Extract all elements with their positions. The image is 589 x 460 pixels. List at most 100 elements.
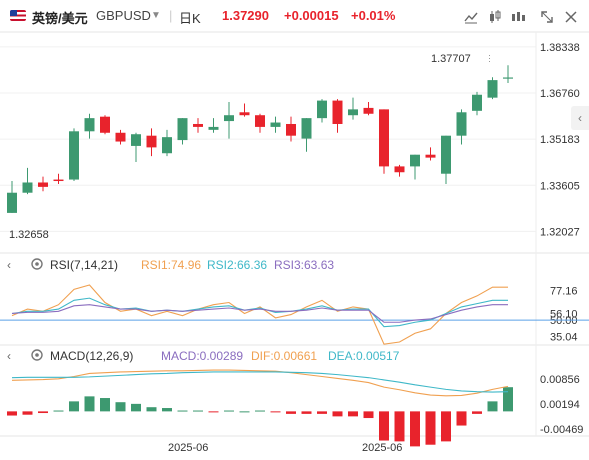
candle [69, 131, 79, 180]
rsi-header: ‹ RSI(7,14,21) RSI1:74.96 RSI2:66.36 RSI… [7, 258, 334, 272]
price-change-percent: +0.01% [351, 8, 396, 23]
macd-bar [503, 387, 513, 412]
macd-bar [100, 398, 110, 412]
macd-bar [22, 411, 33, 415]
instrument-symbol[interactable]: GBPUSD [96, 8, 151, 23]
rsi-tick-label: 56.10 [550, 308, 578, 320]
settings-icon[interactable] [31, 349, 43, 361]
macd-bar [394, 411, 405, 442]
macd-bar [69, 401, 79, 412]
rsi1-legend: RSI1:74.96 [141, 258, 201, 272]
dea-line [11, 371, 509, 393]
macd-bar [7, 411, 17, 416]
dea-legend: DEA:0.00517 [328, 349, 400, 363]
candle [53, 179, 64, 182]
candle [487, 80, 498, 98]
candle [425, 154, 436, 158]
caret-down-icon[interactable]: ▼ [151, 10, 161, 21]
macd-bar [38, 411, 48, 414]
macd-bar [146, 407, 157, 412]
macd-bar [441, 411, 451, 442]
macd-bar [456, 411, 467, 426]
candle [84, 118, 95, 132]
candle [131, 134, 141, 146]
current-price: 1.37290 [222, 8, 269, 23]
candle [208, 126, 219, 130]
macd-bar [115, 402, 126, 412]
candle [115, 132, 126, 142]
instrument-name: 英镑/美元 [32, 11, 88, 26]
candle [332, 100, 343, 124]
candle [255, 115, 265, 127]
macd-bar [270, 411, 281, 413]
y-tick-label: 1.35183 [540, 134, 580, 146]
candle [379, 109, 389, 167]
candle [162, 137, 172, 154]
candle [286, 123, 296, 136]
collapse-icon[interactable]: ‹ [7, 349, 11, 363]
macd-bar [208, 411, 219, 413]
candle [503, 77, 513, 79]
macd-bar [84, 396, 95, 412]
candle [456, 112, 467, 136]
candle [317, 100, 327, 119]
rsi-tick-label: 35.04 [550, 331, 578, 343]
candle [177, 118, 188, 141]
indicator-tool-icon[interactable] [510, 9, 526, 25]
macd-bar [363, 411, 374, 419]
macd-bar [53, 410, 64, 412]
x-axis-label: 2025-06 [168, 442, 208, 454]
candle [363, 107, 374, 114]
rsi3-legend: RSI3:63.63 [274, 258, 334, 272]
macd-tick-label: -0.00469 [540, 424, 583, 436]
price-change: +0.00015 [284, 8, 339, 23]
candle [100, 116, 110, 133]
candle [394, 166, 405, 173]
rsi-title[interactable]: RSI(7,14,21) [50, 258, 118, 272]
dif-line [11, 369, 509, 397]
y-tick-label: 1.33605 [540, 180, 580, 192]
gbp-usd-flag-icon [10, 10, 26, 21]
candle [472, 94, 482, 111]
macd-legend: MACD:0.00289 [161, 349, 243, 363]
settings-icon[interactable] [31, 258, 43, 270]
macd-bar [131, 403, 141, 412]
candle [270, 122, 281, 127]
candle [38, 182, 48, 187]
candle [22, 182, 33, 193]
x-axis-label: 2025-06 [362, 442, 402, 454]
candle-tool-icon[interactable] [487, 9, 503, 25]
macd-title[interactable]: MACD(12,26,9) [50, 349, 133, 363]
candle [410, 154, 420, 167]
interval-selector[interactable]: 日K [179, 11, 201, 26]
rsi-tick-label: 77.16 [550, 285, 578, 297]
rsi-series-line [11, 284, 508, 345]
candle [239, 112, 250, 116]
macd-bar [286, 411, 296, 414]
candle [348, 109, 358, 116]
y-tick-label: 1.38338 [540, 42, 580, 54]
low-price-label: 1.32658 [9, 229, 49, 241]
chart-header: 英镑/美元 GBPUSD ▼ | 日K 1.37290 +0.00015 +0.… [0, 0, 589, 32]
macd-tick-label: 0.00194 [540, 399, 580, 411]
macd-bar [425, 411, 436, 445]
chevron-left-icon[interactable]: ‹ [571, 106, 589, 130]
macd-header: ‹ MACD(12,26,9) MACD:0.00289 DIF:0.00661… [7, 349, 400, 363]
macd-bar [472, 411, 482, 414]
candle [146, 135, 157, 148]
line-tool-icon[interactable] [463, 9, 479, 25]
macd-bar [224, 410, 234, 412]
macd-tick-label: 0.00856 [540, 374, 580, 386]
collapse-icon[interactable]: ‹ [7, 258, 11, 272]
expand-icon[interactable] [539, 9, 555, 25]
price-panel: 1.38338 1.36760 1.35183 1.33605 1.32027 [0, 42, 580, 238]
macd-bar [332, 411, 343, 417]
candle [7, 192, 17, 213]
high-price-label: 1.37707 [431, 53, 471, 65]
dif-legend: DIF:0.00661 [251, 349, 317, 363]
close-icon[interactable] [563, 9, 579, 25]
macd-bar [193, 410, 203, 412]
macd-bar [177, 410, 188, 412]
